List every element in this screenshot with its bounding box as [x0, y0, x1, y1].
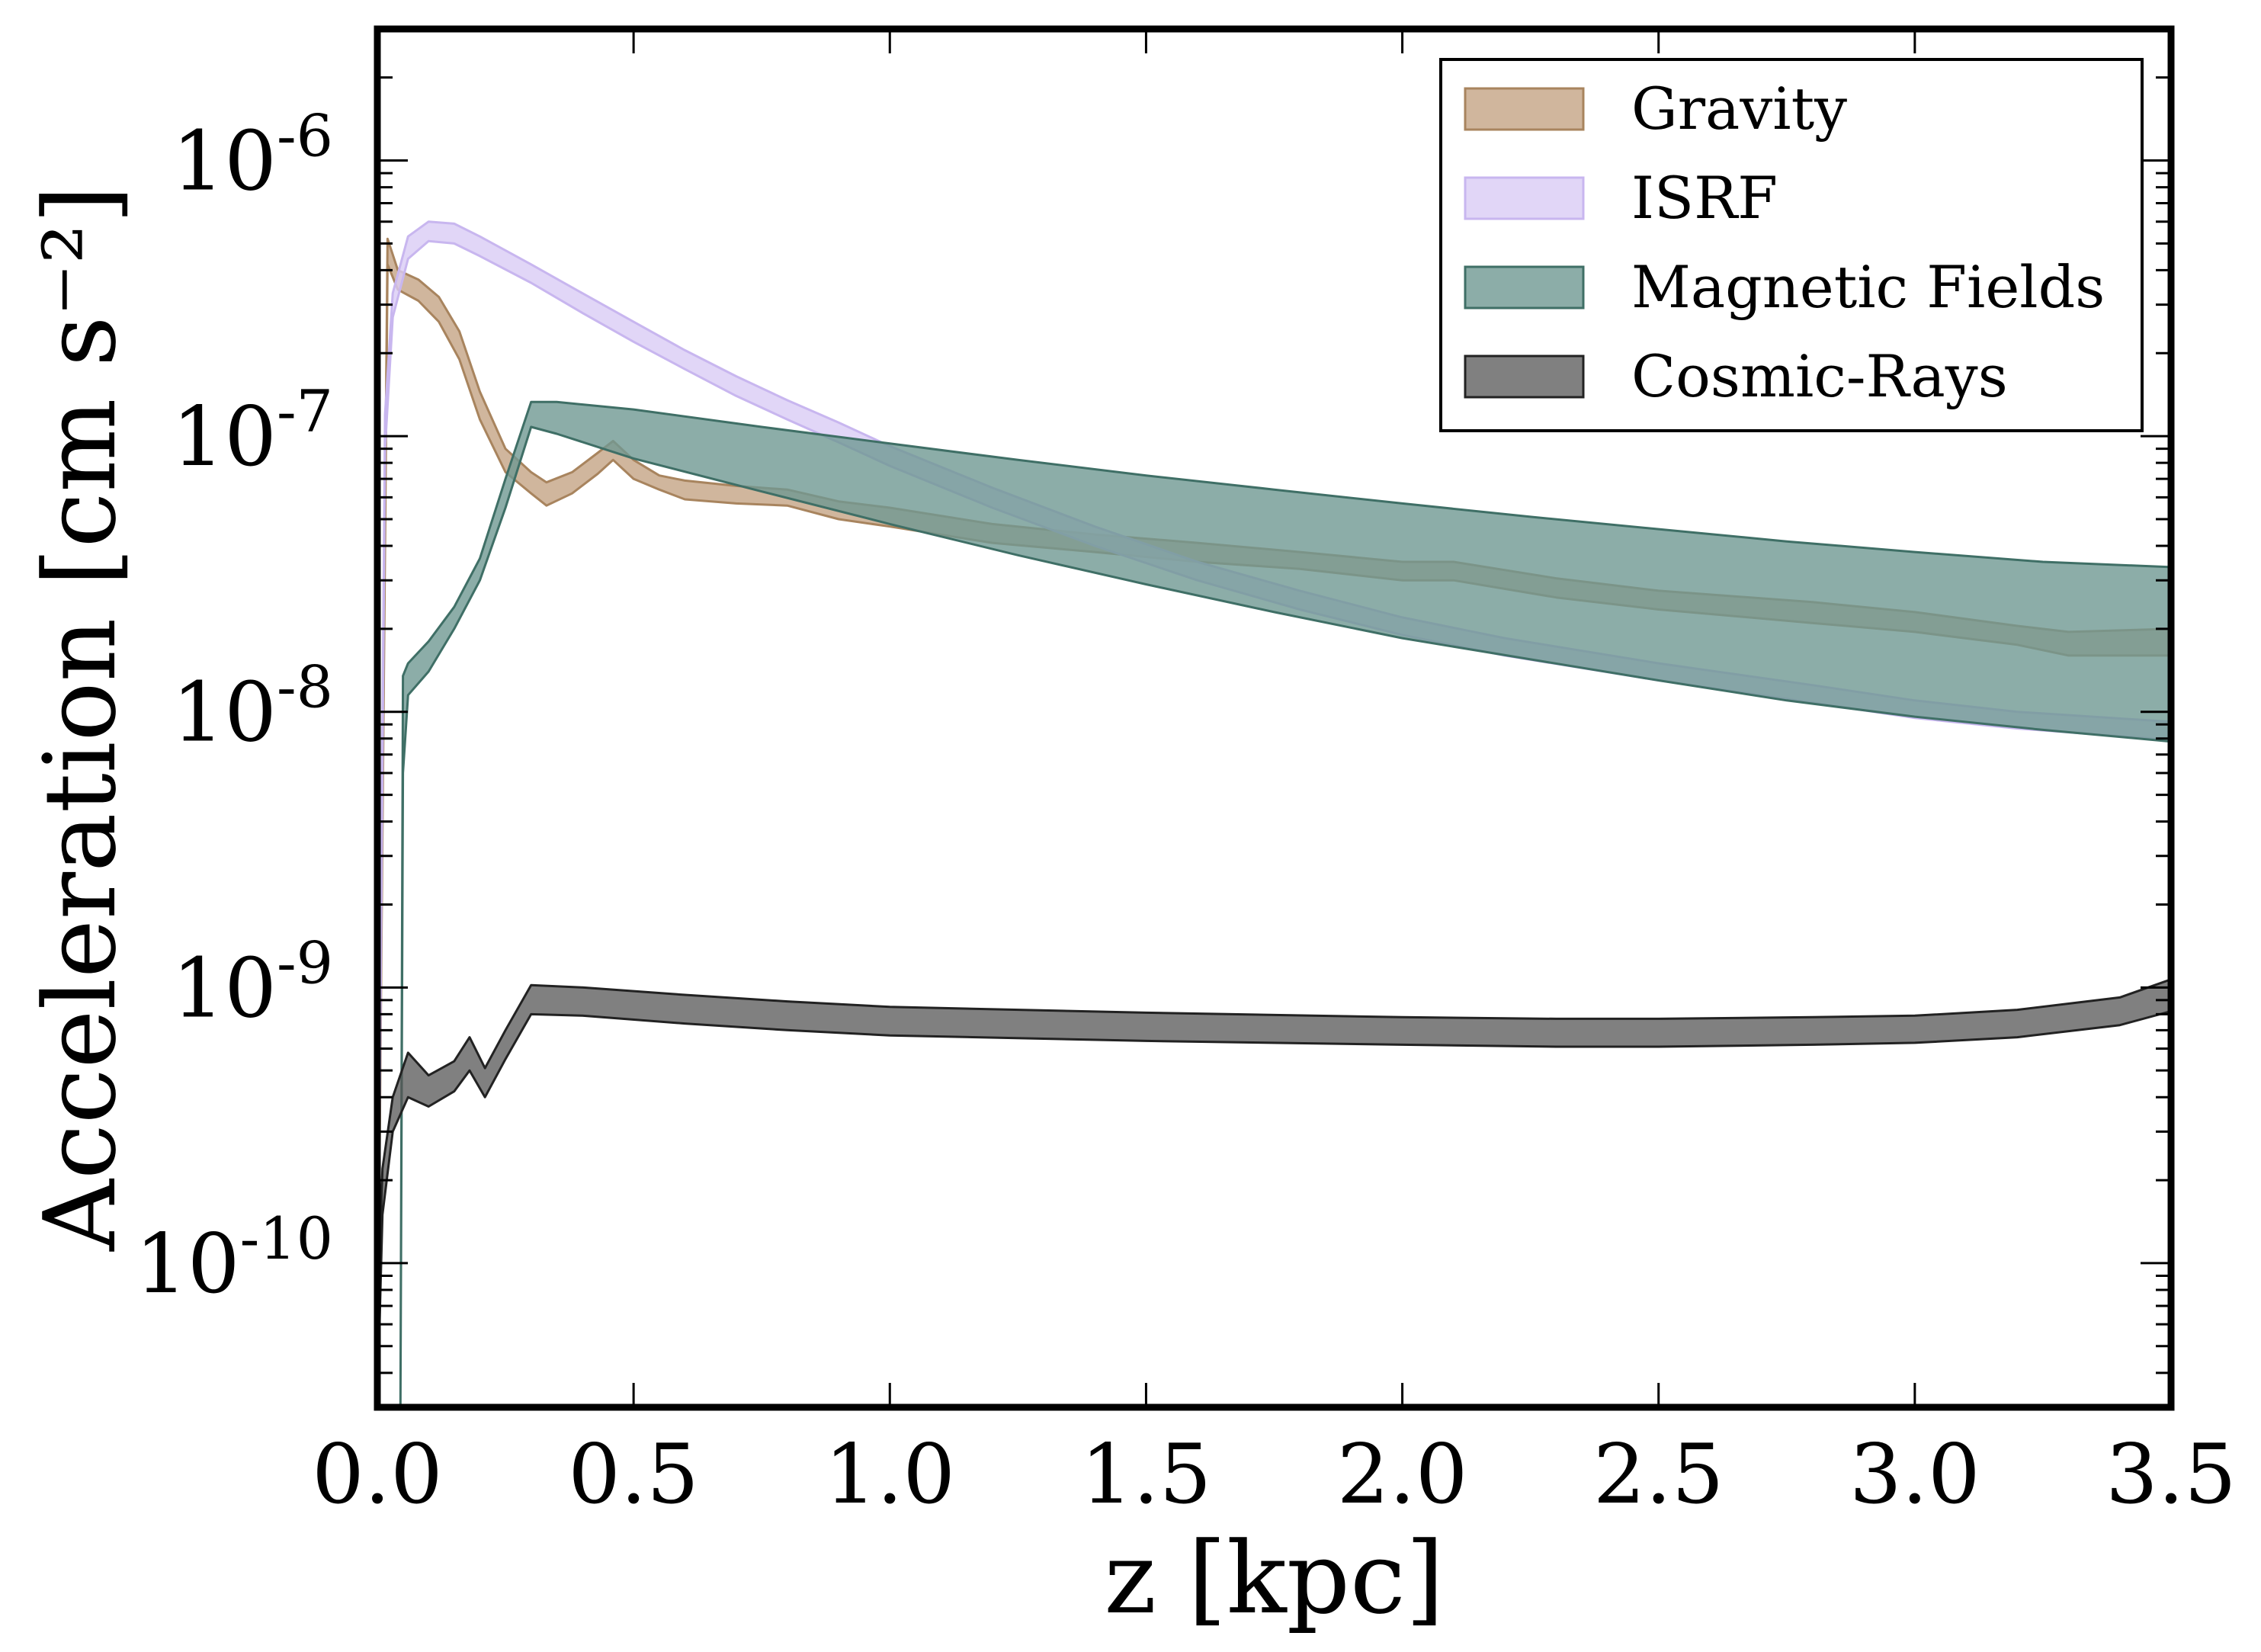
y-tick-label: 10-9 [172, 929, 333, 1036]
x-tick-label: 0.0 [312, 1427, 443, 1522]
x-tick-label: 2.0 [1337, 1427, 1468, 1522]
series-layer [377, 220, 2171, 1407]
legend-label: ISRF [1631, 164, 1778, 232]
legend-swatch [1464, 265, 1585, 310]
legend-swatch [1464, 176, 1585, 220]
x-tick-label: 2.5 [1593, 1427, 1724, 1522]
x-axis-title: z [kpc] [1104, 1520, 1444, 1636]
series-band-cosmic-rays [377, 978, 2171, 1407]
series-band-magnetic-fields [399, 400, 2171, 1407]
tick-labels-layer: 0.0 0.5 1.0 1.5 2.0 2.5 3.0 3.5 10-10 10-9 10-8 10-… [135, 102, 2237, 1522]
legend-swatch [1464, 87, 1585, 131]
y-tick-label: 10-10 [135, 1205, 333, 1312]
y-axis-title: Acceleration [cm s⁻²] [22, 185, 138, 1252]
legend-label: Magnetic Fields [1631, 253, 2105, 321]
series-band-gravity [377, 237, 2171, 1407]
series-band-isrf [377, 220, 2171, 1407]
legend-swatch [1464, 354, 1585, 399]
legend: Gravity ISRF Magnetic Fields Cosmic-Rays [1439, 58, 2144, 432]
legend-label: Gravity [1631, 75, 1847, 143]
x-tick-label: 1.5 [1081, 1427, 1212, 1522]
y-tick-label: 10-8 [172, 653, 333, 761]
x-tick-label: 3.0 [1849, 1427, 1980, 1522]
y-tick-label: 10-7 [172, 377, 333, 485]
x-tick-label: 3.5 [2105, 1427, 2237, 1522]
x-tick-label: 1.0 [824, 1427, 955, 1522]
legend-label: Cosmic-Rays [1631, 342, 2008, 410]
plot-frame [374, 25, 2175, 1411]
x-tick-label: 0.5 [568, 1427, 699, 1522]
y-tick-label: 10-6 [172, 102, 333, 210]
